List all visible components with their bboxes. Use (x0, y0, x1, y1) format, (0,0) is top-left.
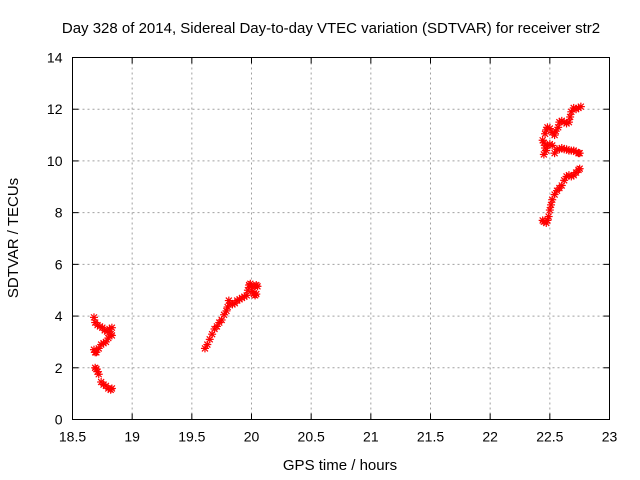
x-axis-title: GPS time / hours (283, 457, 397, 474)
y-tick-label: 14 (47, 50, 63, 66)
y-tick-label: 2 (55, 360, 63, 376)
data-point (544, 212, 553, 221)
x-tick-label: 19 (124, 429, 140, 445)
data-point (107, 323, 116, 332)
y-tick-label: 0 (55, 412, 63, 428)
data-point (564, 118, 573, 127)
y-tick-label: 6 (55, 256, 63, 272)
x-tick-label: 19.5 (178, 429, 205, 445)
data-point (548, 141, 557, 150)
data-points (89, 102, 585, 394)
data-point (253, 282, 262, 291)
plot-frame (72, 57, 610, 420)
x-tick-label: 20.5 (298, 429, 325, 445)
data-point (94, 370, 103, 379)
data-point (543, 216, 552, 225)
x-tick-label: 23 (602, 429, 618, 445)
data-point (547, 200, 556, 209)
x-tick-label: 21 (363, 429, 379, 445)
chart-title: Day 328 of 2014, Sidereal Day-to-day VTE… (62, 20, 600, 37)
x-tick-label: 22 (482, 429, 498, 445)
x-tick-label: 20 (244, 429, 260, 445)
data-point (251, 291, 260, 300)
data-point (242, 291, 251, 300)
data-point (89, 345, 98, 354)
tick-labels: 18.5 19 19.5 20 20.5 21 21.5 22 22.5 23 0 2 4 6 8 10 12 1… (47, 50, 618, 445)
data-point (107, 384, 116, 393)
axis-ticks (72, 57, 610, 420)
data-point (89, 313, 98, 322)
y-tick-label: 10 (47, 153, 63, 169)
y-tick-label: 12 (47, 101, 63, 117)
data-point (576, 102, 585, 111)
data-point (575, 164, 584, 173)
y-tick-label: 4 (55, 308, 63, 324)
data-point (542, 146, 551, 155)
x-tick-label: 21.5 (417, 429, 444, 445)
y-axis-title: SDTVAR / TECUs (5, 178, 22, 298)
data-point (566, 112, 575, 121)
x-tick-label: 22.5 (536, 429, 563, 445)
x-tick-label: 18.5 (59, 429, 86, 445)
data-point (554, 123, 563, 132)
grid (72, 57, 610, 420)
data-point (545, 206, 554, 215)
data-point (575, 149, 584, 158)
y-tick-label: 8 (55, 205, 63, 221)
